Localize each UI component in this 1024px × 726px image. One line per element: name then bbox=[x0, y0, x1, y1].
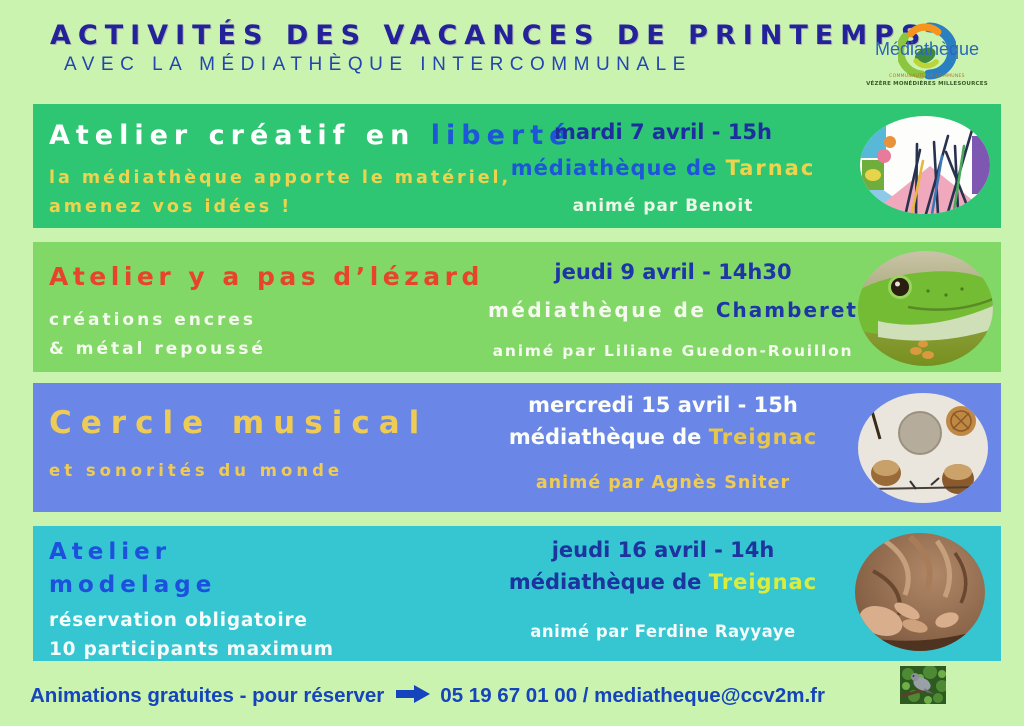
activity-location: médiathèque de Treignac bbox=[463, 570, 863, 594]
activity-band-pas-d-lezard: Atelier y a pas d’lézard créations encre… bbox=[33, 242, 1001, 372]
activity-title: Atelier créatif en liberté bbox=[49, 120, 573, 151]
activity-host: animé par Liliane Guedon-Rouillon bbox=[492, 342, 854, 360]
logo-wordmark: Médiathèque bbox=[874, 39, 980, 59]
activity-date: jeudi 9 avril - 14h30 bbox=[554, 260, 792, 284]
activity-date: mardi 7 avril - 15h bbox=[554, 120, 772, 144]
location-prefix: médiathèque de bbox=[508, 425, 702, 449]
description-line: & métal repoussé bbox=[49, 339, 266, 359]
swirl-logo-icon bbox=[896, 22, 958, 80]
activity-description: créations encres & métal repoussé bbox=[49, 306, 266, 364]
activity-description: et sonorités du monde bbox=[49, 461, 343, 480]
description-line: amenez vos idées ! bbox=[49, 197, 293, 217]
activity-title-line: Atelier bbox=[49, 539, 172, 565]
activity-title-accent: liberté bbox=[430, 120, 574, 151]
activity-title: Atelier modelage bbox=[49, 536, 216, 602]
activity-band-cercle-musical: Cercle musical et sonorités du monde mer… bbox=[33, 383, 1001, 512]
activity-date: jeudi 16 avril - 14h bbox=[551, 538, 775, 562]
activity-band-atelier-creatif: Atelier créatif en liberté la médiathèqu… bbox=[33, 104, 1001, 228]
mediatheque-logo: Médiathèque COMMUNAUTÉ DE COMMUNES VÉZÈR… bbox=[852, 22, 1002, 97]
activity-description: réservation obligatoire 10 participants … bbox=[49, 606, 334, 664]
location-name: Chamberet bbox=[715, 298, 858, 322]
footer-contact: 05 19 67 01 00 / mediatheque@ccv2m.fr bbox=[440, 684, 825, 707]
activity-title-main: Atelier créatif en bbox=[49, 120, 416, 151]
location-name: Treignac bbox=[708, 570, 818, 594]
location-prefix: médiathèque de bbox=[508, 570, 702, 594]
activity-location: médiathèque de Chamberet bbox=[453, 298, 893, 322]
logo-org-line1: COMMUNAUTÉ DE COMMUNES bbox=[889, 74, 965, 79]
page-title: ACTIVITÉS DES VACANCES DE PRINTEMPS bbox=[50, 20, 928, 51]
activity-host: animé par Ferdine Rayyaye bbox=[530, 622, 796, 641]
description-line: réservation obligatoire bbox=[49, 610, 308, 631]
page-subtitle: AVEC LA MÉDIATHÈQUE INTERCOMMUNALE bbox=[64, 54, 692, 75]
pigeon-photo bbox=[900, 665, 948, 704]
description-line: et sonorités du monde bbox=[49, 461, 344, 480]
logo-org-line2: VÉZÈRE MONÉDIÈRES MILLESOURCES bbox=[866, 81, 988, 87]
activity-band-atelier-modelage: Atelier modelage réservation obligatoire… bbox=[33, 526, 1001, 661]
percussion-photo bbox=[858, 393, 988, 503]
description-line: la médiathèque apporte le matériel, bbox=[49, 168, 512, 188]
right-arrow-icon bbox=[396, 684, 431, 710]
activity-title: Cercle musical bbox=[49, 405, 429, 441]
location-name: Treignac bbox=[708, 425, 818, 449]
activity-location: médiathèque de Tarnac bbox=[463, 156, 863, 180]
location-prefix: médiathèque de bbox=[510, 156, 718, 180]
activity-description: la médiathèque apporte le matériel, amen… bbox=[49, 164, 511, 222]
activity-title: Atelier y a pas d’lézard bbox=[49, 262, 484, 291]
description-line: 10 participants maximum bbox=[49, 639, 334, 660]
location-prefix: médiathèque de bbox=[488, 298, 707, 322]
activity-host: animé par Benoit bbox=[572, 196, 754, 216]
activity-date: mercredi 15 avril - 15h bbox=[528, 393, 798, 417]
description-line: créations encres bbox=[49, 310, 256, 330]
gecko-photo bbox=[858, 251, 993, 366]
location-name: Tarnac bbox=[725, 156, 816, 180]
activity-location: médiathèque de Treignac bbox=[453, 425, 873, 449]
footer-text: Animations gratuites - pour réserver bbox=[30, 684, 385, 707]
pencils-photo bbox=[860, 116, 990, 214]
activity-host: animé par Agnès Sniter bbox=[535, 473, 791, 493]
clay-modelling-photo bbox=[855, 533, 985, 651]
footer-reservation: Animations gratuites - pour réserver 05 … bbox=[30, 682, 825, 710]
activity-title-line: modelage bbox=[49, 572, 217, 598]
